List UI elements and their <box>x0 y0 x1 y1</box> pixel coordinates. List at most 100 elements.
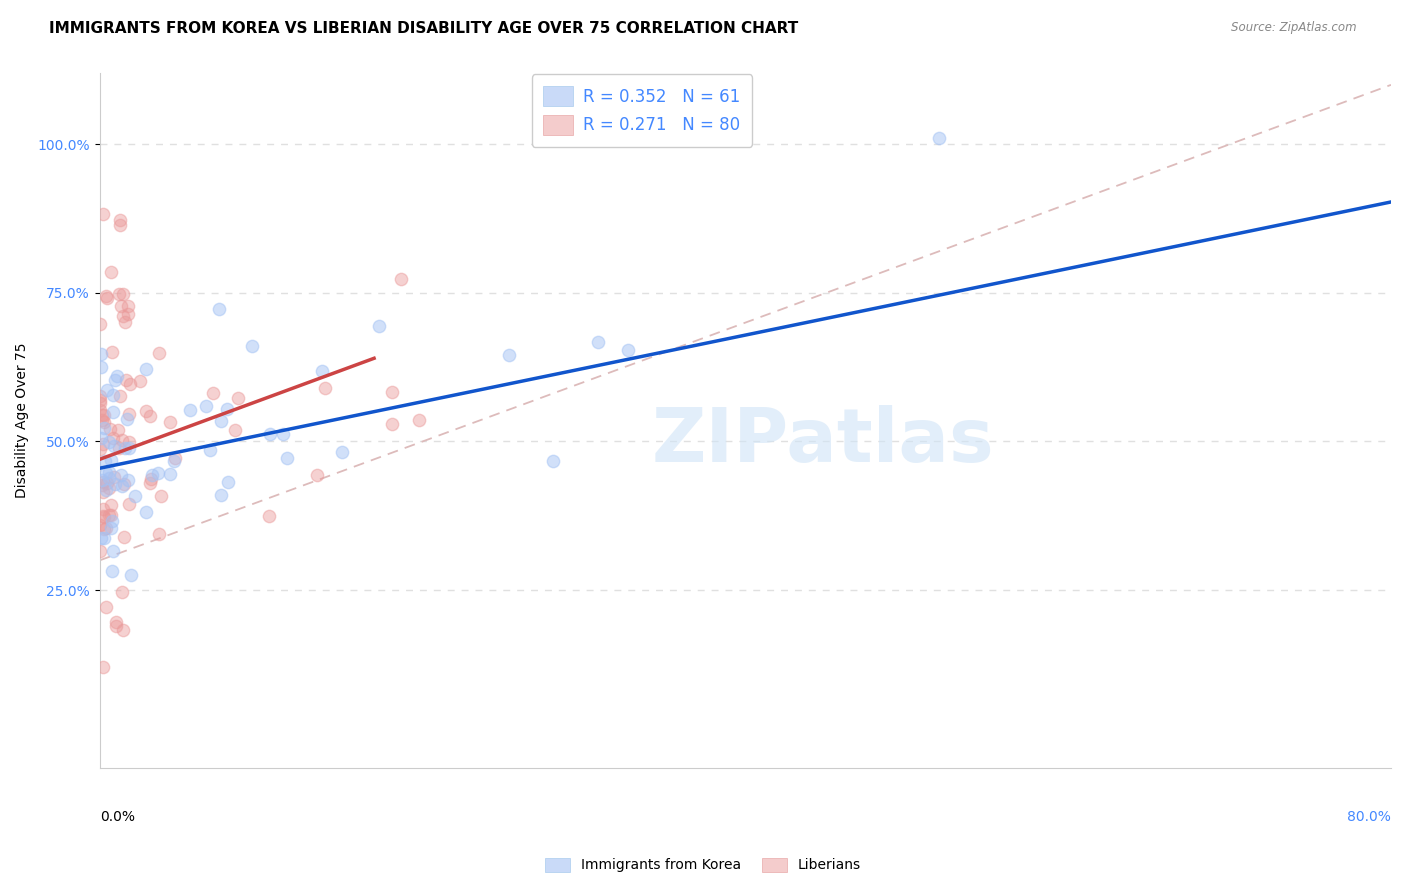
Point <box>118 407 141 421</box>
Point <box>89 518 111 533</box>
Point <box>97 481 120 495</box>
Point <box>408 413 430 427</box>
Point <box>101 431 124 445</box>
Point <box>100 453 122 467</box>
Point <box>104 615 127 630</box>
Point <box>100 521 122 535</box>
Point <box>314 381 336 395</box>
Point <box>148 526 170 541</box>
Point <box>162 454 184 468</box>
Point <box>110 468 132 483</box>
Point <box>96 475 118 490</box>
Point <box>114 315 136 329</box>
Point <box>104 373 127 387</box>
Point <box>498 348 520 362</box>
Point <box>93 409 115 423</box>
Point <box>141 471 163 485</box>
Point <box>94 466 117 480</box>
Point <box>586 335 609 350</box>
Point <box>202 386 225 401</box>
Point <box>198 443 221 458</box>
Point <box>100 508 122 522</box>
Point <box>89 543 111 558</box>
Point <box>271 426 294 441</box>
Point <box>93 475 115 490</box>
Point <box>135 362 157 376</box>
Point <box>100 499 122 513</box>
Text: Source: ZipAtlas.com: Source: ZipAtlas.com <box>1232 21 1357 34</box>
Y-axis label: Disability Age Over 75: Disability Age Over 75 <box>15 343 30 499</box>
Point <box>115 412 138 426</box>
Point <box>108 441 131 455</box>
Point <box>159 415 181 429</box>
Point <box>332 445 354 459</box>
Point <box>93 510 115 524</box>
Point <box>257 508 280 523</box>
Point <box>91 473 114 487</box>
Point <box>104 619 127 633</box>
Point <box>112 530 135 544</box>
Point <box>103 438 125 452</box>
Point <box>112 309 135 323</box>
Point <box>381 385 404 400</box>
Point <box>139 475 162 490</box>
Point <box>117 473 139 487</box>
Point <box>928 131 950 145</box>
Point <box>89 389 111 403</box>
Point <box>217 475 239 489</box>
Point <box>165 450 187 465</box>
Point <box>89 442 111 457</box>
Point <box>111 433 134 447</box>
Point <box>96 383 118 397</box>
Legend: R = 0.352   N = 61, R = 0.271   N = 80: R = 0.352 N = 61, R = 0.271 N = 80 <box>531 74 752 146</box>
Point <box>179 402 201 417</box>
Point <box>103 469 125 483</box>
Point <box>112 476 135 491</box>
Point <box>107 423 129 437</box>
Point <box>226 391 249 405</box>
Point <box>124 489 146 503</box>
Point <box>101 387 124 401</box>
Point <box>120 568 142 582</box>
Point <box>89 392 111 407</box>
Text: 80.0%: 80.0% <box>1347 810 1391 824</box>
Point <box>91 508 114 523</box>
Point <box>686 131 709 145</box>
Point <box>391 272 413 286</box>
Point <box>94 600 117 615</box>
Point <box>101 565 124 579</box>
Point <box>90 431 112 445</box>
Text: ZIPatlas: ZIPatlas <box>651 405 994 478</box>
Point <box>311 364 333 378</box>
Point <box>381 417 404 431</box>
Point <box>91 485 114 500</box>
Point <box>141 468 163 483</box>
Point <box>195 399 218 413</box>
Point <box>90 359 112 374</box>
Point <box>139 409 162 424</box>
Point <box>211 414 233 428</box>
Point <box>114 373 136 387</box>
Point <box>617 343 640 357</box>
Point <box>100 345 122 359</box>
Point <box>117 307 139 321</box>
Point <box>108 212 131 227</box>
Point <box>207 302 229 317</box>
Point <box>91 478 114 492</box>
Point <box>305 467 328 482</box>
Point <box>224 423 246 437</box>
Point <box>148 346 170 360</box>
Point <box>118 435 141 450</box>
Point <box>93 415 115 429</box>
Point <box>89 317 111 331</box>
Point <box>215 402 238 417</box>
Point <box>117 299 139 313</box>
Point <box>135 404 157 418</box>
Point <box>112 287 135 301</box>
Point <box>149 489 172 503</box>
Point <box>90 347 112 361</box>
Point <box>93 531 115 545</box>
Point <box>104 476 127 491</box>
Text: IMMIGRANTS FROM KOREA VS LIBERIAN DISABILITY AGE OVER 75 CORRELATION CHART: IMMIGRANTS FROM KOREA VS LIBERIAN DISABI… <box>49 21 799 36</box>
Point <box>97 434 120 449</box>
